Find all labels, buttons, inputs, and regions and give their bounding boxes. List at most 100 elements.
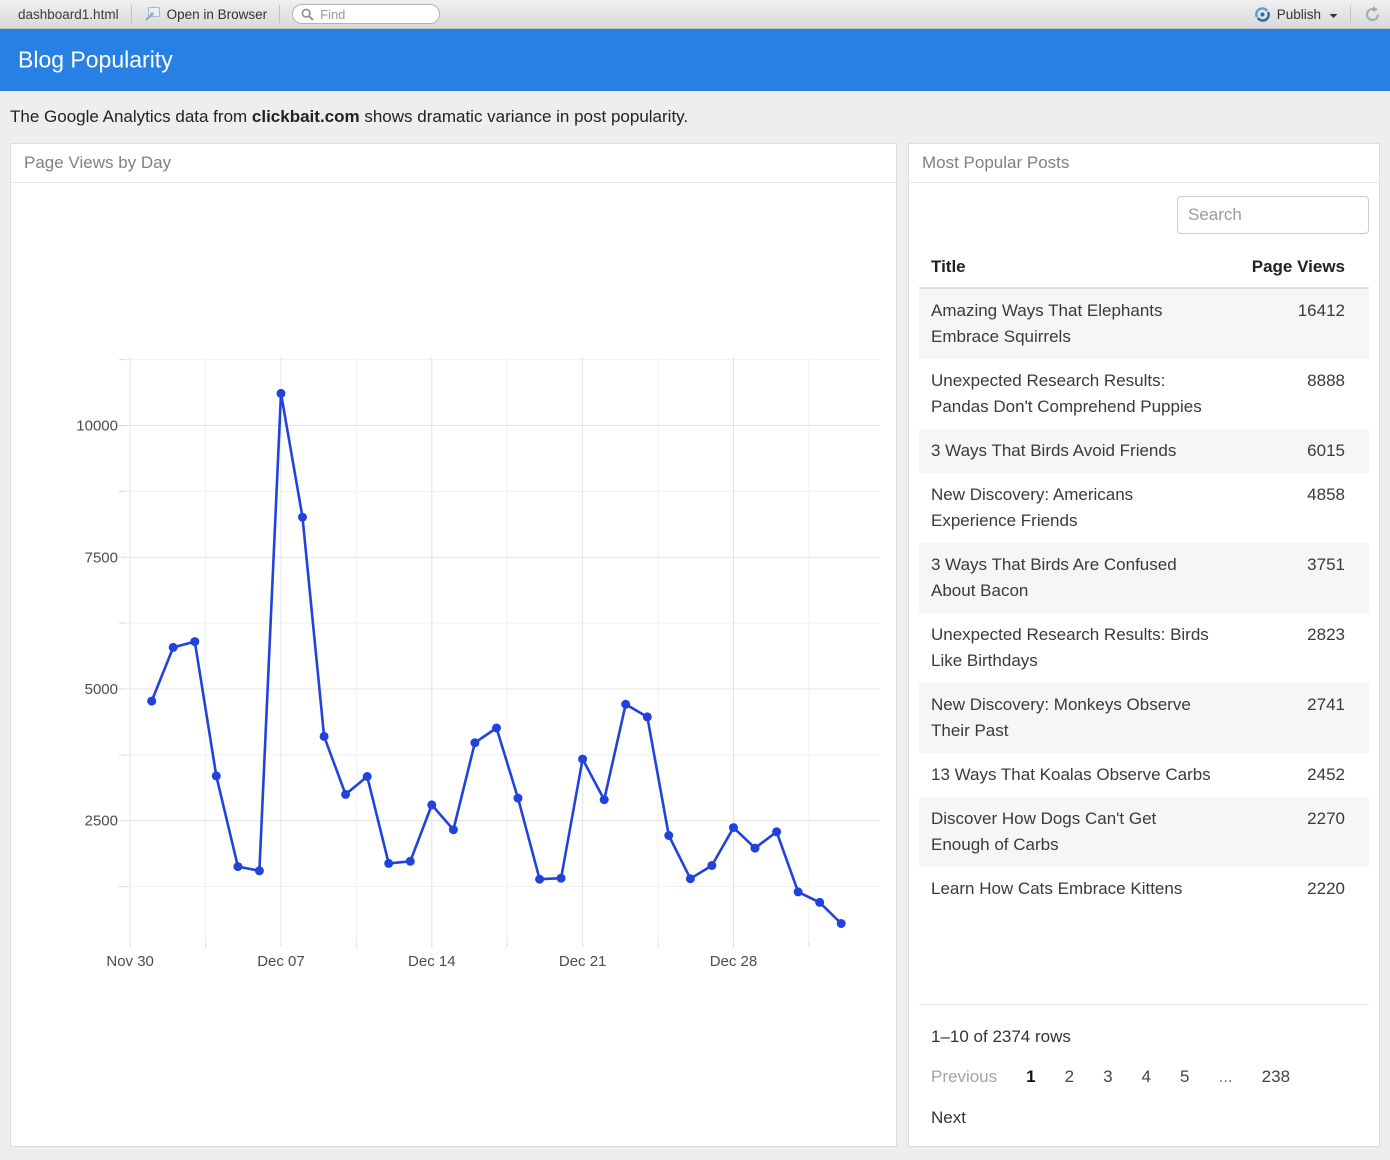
- chart-point: [600, 795, 609, 804]
- table-row: New Discovery: Monkeys Observe Their Pas…: [919, 683, 1369, 753]
- chart-point: [751, 844, 760, 853]
- chart-point: [363, 772, 372, 781]
- refresh-icon: [1363, 5, 1382, 24]
- pagination-summary: 1–10 of 2374 rows: [931, 1027, 1369, 1047]
- chart-point: [686, 874, 695, 883]
- chart-point: [557, 874, 566, 883]
- open-in-browser-button[interactable]: Open in Browser: [144, 6, 268, 22]
- page-views-cell: 2270: [1213, 797, 1369, 867]
- next-button[interactable]: Next: [931, 1108, 1369, 1128]
- page-views-cell: 16412: [1213, 288, 1369, 359]
- refresh-button[interactable]: [1363, 5, 1382, 24]
- post-title-cell: Amazing Ways That Elephants Embrace Squi…: [919, 288, 1213, 359]
- chart-point: [492, 724, 501, 733]
- table-row: Unexpected Research Results: Birds Like …: [919, 613, 1369, 683]
- chart-point: [578, 755, 587, 764]
- page-views-cell: 6015: [1213, 429, 1369, 473]
- chart-panel: Page Views by Day 2500 5000 7500 10000 Nov 3…: [10, 143, 897, 1147]
- y-axis-label: 5000: [85, 681, 118, 698]
- post-title-cell: New Discovery: Americans Experience Frie…: [919, 473, 1213, 543]
- chart-point: [233, 862, 242, 871]
- chart-point: [427, 800, 436, 809]
- publish-label: Publish: [1277, 7, 1321, 22]
- chart-point: [384, 859, 393, 868]
- chart-point: [664, 831, 673, 840]
- chart-point: [255, 866, 264, 875]
- y-axis-label: 7500: [85, 549, 118, 566]
- chart-point: [643, 712, 652, 721]
- page-number-button[interactable]: 3: [1103, 1067, 1112, 1087]
- chart-panel-title: Page Views by Day: [11, 144, 896, 183]
- chart-point: [621, 700, 630, 709]
- search-icon: [301, 8, 314, 21]
- x-axis-label: Nov 30: [106, 953, 154, 970]
- page-views-cell: 8888: [1213, 359, 1369, 429]
- chart-point: [320, 732, 329, 741]
- file-tab[interactable]: dashboard1.html: [18, 7, 119, 22]
- chevron-down-icon: [1329, 7, 1338, 22]
- page-views-cell: 2452: [1213, 753, 1369, 797]
- x-axis-label: Dec 07: [257, 953, 305, 970]
- x-axis-label: Dec 28: [710, 953, 758, 970]
- post-title-cell: 3 Ways That Birds Are Confused About Bac…: [919, 543, 1213, 613]
- chart-point: [729, 823, 738, 832]
- chart-point: [169, 643, 178, 652]
- chart-point: [449, 825, 458, 834]
- page-views-column-header[interactable]: Page Views: [1213, 251, 1369, 288]
- title-column-header[interactable]: Title: [919, 251, 1213, 288]
- chart-point: [277, 389, 286, 398]
- publish-icon: [1254, 6, 1271, 23]
- table-row: Discover How Dogs Can't Get Enough of Ca…: [919, 797, 1369, 867]
- table-row: New Discovery: Americans Experience Frie…: [919, 473, 1369, 543]
- page-views-cell: 4858: [1213, 473, 1369, 543]
- open-in-browser-icon: [144, 6, 161, 22]
- publish-button[interactable]: Publish: [1254, 6, 1338, 23]
- toolbar-divider: [131, 5, 132, 23]
- table-row: Amazing Ways That Elephants Embrace Squi…: [919, 288, 1369, 359]
- table-row: 13 Ways That Koalas Observe Carbs2452: [919, 753, 1369, 797]
- table-header-row: Title Page Views: [919, 251, 1369, 288]
- posts-search-input[interactable]: [1177, 196, 1369, 234]
- subtitle: The Google Analytics data from clickbait…: [0, 91, 1390, 143]
- chart-point: [707, 861, 716, 870]
- pagination: 1–10 of 2374 rows Previous 1 2 3 4 5... 238 N…: [919, 1004, 1369, 1128]
- chart-point: [298, 513, 307, 522]
- chart-point: [212, 771, 221, 780]
- post-title-cell: Unexpected Research Results: Birds Like …: [919, 613, 1213, 683]
- chart-point: [815, 898, 824, 907]
- chart-point: [341, 790, 350, 799]
- post-title-cell: Learn How Cats Embrace Kittens: [919, 867, 1213, 911]
- posts-panel-title: Most Popular Posts: [909, 144, 1379, 183]
- posts-panel: Most Popular Posts Title Page Views Amaz…: [908, 143, 1380, 1147]
- post-title-cell: New Discovery: Monkeys Observe Their Pas…: [919, 683, 1213, 753]
- y-axis-label: 2500: [85, 813, 118, 830]
- page-views-cell: 3751: [1213, 543, 1369, 613]
- open-in-browser-label: Open in Browser: [167, 7, 268, 22]
- chart-point: [535, 875, 544, 884]
- chart-point: [514, 794, 523, 803]
- table-row: Learn How Cats Embrace Kittens2220: [919, 867, 1369, 911]
- page-views-cell: 2741: [1213, 683, 1369, 753]
- subtitle-suffix: shows dramatic variance in post populari…: [360, 107, 689, 126]
- find-input[interactable]: [320, 7, 420, 22]
- page-number-button[interactable]: 238: [1262, 1067, 1290, 1087]
- chart-point: [190, 637, 199, 646]
- find-box: [292, 4, 440, 24]
- previous-button[interactable]: Previous: [931, 1067, 997, 1087]
- page-number-button[interactable]: 4: [1142, 1067, 1151, 1087]
- page-title: Blog Popularity: [18, 47, 173, 74]
- page-number-button[interactable]: 1: [1026, 1067, 1035, 1087]
- page-number-button[interactable]: 5: [1180, 1067, 1189, 1087]
- chart-line: [152, 393, 842, 923]
- pagination-ellipsis: ...: [1218, 1067, 1232, 1087]
- chart-point: [772, 827, 781, 836]
- toolbar-divider: [279, 5, 280, 23]
- page-views-chart: 2500 5000 7500 10000 Nov 30 Dec 07 Dec 14 Dec 2…: [11, 183, 896, 1146]
- page-number-button[interactable]: 2: [1065, 1067, 1074, 1087]
- x-axis-label: Dec 14: [408, 953, 456, 970]
- chart-point: [837, 919, 846, 928]
- y-axis-label: 10000: [76, 418, 118, 435]
- page-views-cell: 2220: [1213, 867, 1369, 911]
- pagination-pages: Previous 1 2 3 4 5... 238: [931, 1067, 1369, 1087]
- table-row: 3 Ways That Birds Avoid Friends6015: [919, 429, 1369, 473]
